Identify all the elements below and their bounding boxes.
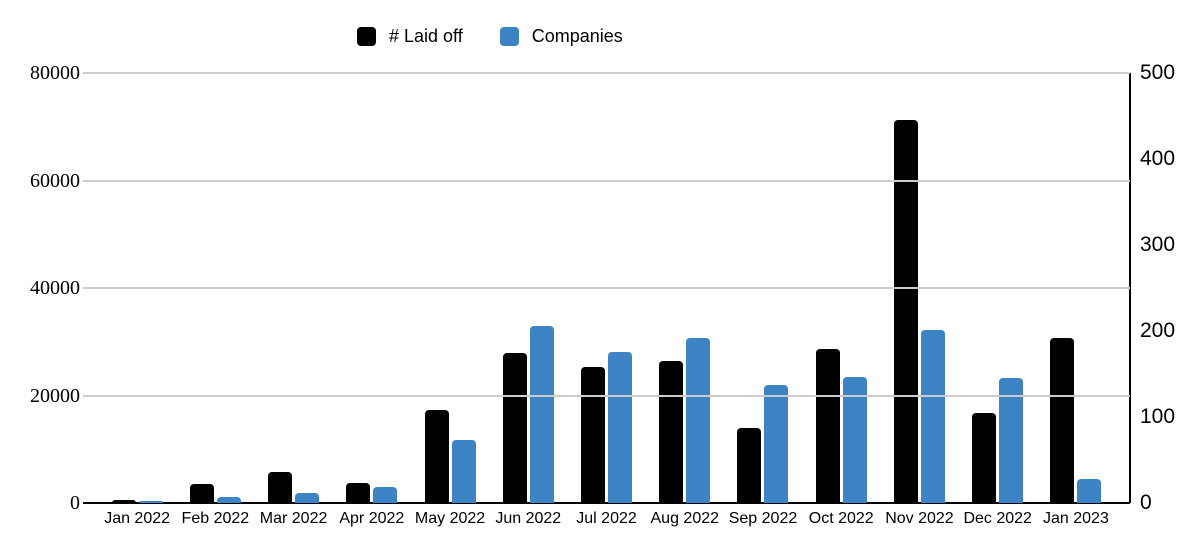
laid-off-bar-aug-2022 bbox=[659, 361, 684, 503]
laid-off-bar-jan-2022 bbox=[111, 500, 136, 503]
x-axis-label-dec-2022: Dec 2022 bbox=[963, 510, 1032, 527]
right-axis-tick-400: 400 bbox=[1140, 147, 1176, 170]
bar-group-apr-2022 bbox=[333, 73, 411, 503]
plot-area bbox=[83, 72, 1131, 504]
companies-bar-sep-2022 bbox=[764, 385, 789, 503]
legend-label-companies: Companies bbox=[531, 26, 623, 46]
laid-off-bar-sep-2022 bbox=[737, 428, 762, 503]
companies-bar-jun-2022 bbox=[529, 325, 554, 503]
x-axis-line bbox=[83, 502, 1130, 504]
bar-group-may-2022 bbox=[411, 73, 489, 503]
x-axis-label-jul-2022: Jul 2022 bbox=[576, 510, 637, 527]
left-axis-tick-60000: 60000 bbox=[30, 169, 80, 192]
left-axis-tick-0: 0 bbox=[70, 492, 80, 514]
x-axis-label-may-2022: May 2022 bbox=[414, 510, 486, 527]
laid-off-bar-dec-2022 bbox=[972, 412, 997, 503]
bar-group-dec-2022 bbox=[959, 73, 1037, 503]
bar-group-oct-2022 bbox=[802, 73, 880, 503]
bar-group-nov-2022 bbox=[880, 73, 958, 503]
companies-bar-oct-2022 bbox=[842, 376, 867, 503]
left-axis-tick-40000: 40000 bbox=[30, 277, 80, 299]
legend-swatch-laid-off bbox=[357, 27, 376, 46]
laid-off-bar-jun-2022 bbox=[502, 353, 527, 503]
chart-legend: # Laid off Companies bbox=[357, 26, 623, 47]
companies-bar-jul-2022 bbox=[608, 351, 633, 503]
companies-bar-aug-2022 bbox=[686, 337, 711, 503]
gridline bbox=[83, 179, 1130, 182]
x-axis-label-feb-2022: Feb 2022 bbox=[181, 510, 250, 527]
companies-bar-dec-2022 bbox=[999, 378, 1024, 503]
right-axis-line bbox=[1129, 73, 1131, 503]
x-axis-label-oct-2022: Oct 2022 bbox=[808, 510, 874, 527]
laid-off-bar-nov-2022 bbox=[893, 120, 918, 503]
companies-bar-apr-2022 bbox=[373, 486, 398, 503]
bar-group-jan-2022 bbox=[98, 73, 176, 503]
companies-bar-nov-2022 bbox=[920, 330, 945, 503]
bar-groups bbox=[88, 73, 1130, 503]
companies-bar-jan-2022 bbox=[138, 501, 163, 503]
x-axis-labels: Jan 2022 Feb 2022 Mar 2022 Apr 2022 May 2022… bbox=[88, 510, 1130, 528]
gridline bbox=[83, 72, 1130, 74]
companies-bar-jan-2023 bbox=[1077, 478, 1102, 503]
bar-group-feb-2022 bbox=[176, 73, 254, 503]
gridline bbox=[83, 394, 1130, 397]
companies-bar-feb-2022 bbox=[216, 496, 241, 503]
x-axis-label-jun-2022: Jun 2022 bbox=[495, 510, 562, 527]
companies-bar-may-2022 bbox=[451, 440, 476, 503]
laid-off-bar-jan-2023 bbox=[1050, 338, 1075, 503]
legend-swatch-companies bbox=[499, 27, 519, 46]
x-axis-label-jan-2023: Jan 2023 bbox=[1043, 510, 1109, 527]
laid-off-bar-may-2022 bbox=[424, 410, 449, 503]
right-axis-tick-500: 500 bbox=[1140, 61, 1176, 84]
x-axis-label-sep-2022: Sep 2022 bbox=[728, 510, 798, 527]
laid-off-bar-jul-2022 bbox=[581, 367, 606, 503]
right-axis-tick-0: 0 bbox=[1140, 491, 1152, 514]
left-axis-tick-20000: 20000 bbox=[30, 384, 80, 407]
x-axis-label-nov-2022: Nov 2022 bbox=[885, 510, 954, 527]
bar-group-jul-2022 bbox=[567, 73, 645, 503]
x-axis-label-aug-2022: Aug 2022 bbox=[650, 510, 720, 527]
bar-group-mar-2022 bbox=[254, 73, 332, 503]
right-axis-tick-100: 100 bbox=[1140, 405, 1176, 428]
laid-off-bar-oct-2022 bbox=[815, 349, 840, 503]
laid-off-bar-feb-2022 bbox=[189, 483, 214, 503]
bar-group-sep-2022 bbox=[724, 73, 802, 503]
x-axis-label-jan-2022: Jan 2022 bbox=[104, 510, 171, 527]
right-axis-tick-200: 200 bbox=[1140, 319, 1176, 342]
laid-off-bar-mar-2022 bbox=[268, 472, 293, 503]
companies-bar-mar-2022 bbox=[295, 492, 320, 503]
legend-label-laid-off: # Laid off bbox=[389, 26, 463, 46]
x-axis-label-mar-2022: Mar 2022 bbox=[259, 510, 328, 527]
x-axis-label-apr-2022: Apr 2022 bbox=[339, 510, 405, 527]
laid-off-bar-apr-2022 bbox=[346, 482, 371, 503]
bar-group-aug-2022 bbox=[646, 73, 724, 503]
bar-group-jun-2022 bbox=[489, 73, 567, 503]
bar-group-jan-2023 bbox=[1037, 73, 1115, 503]
left-axis-tick-80000: 80000 bbox=[30, 62, 80, 84]
gridline bbox=[83, 287, 1130, 289]
right-axis-tick-300: 300 bbox=[1140, 233, 1176, 256]
